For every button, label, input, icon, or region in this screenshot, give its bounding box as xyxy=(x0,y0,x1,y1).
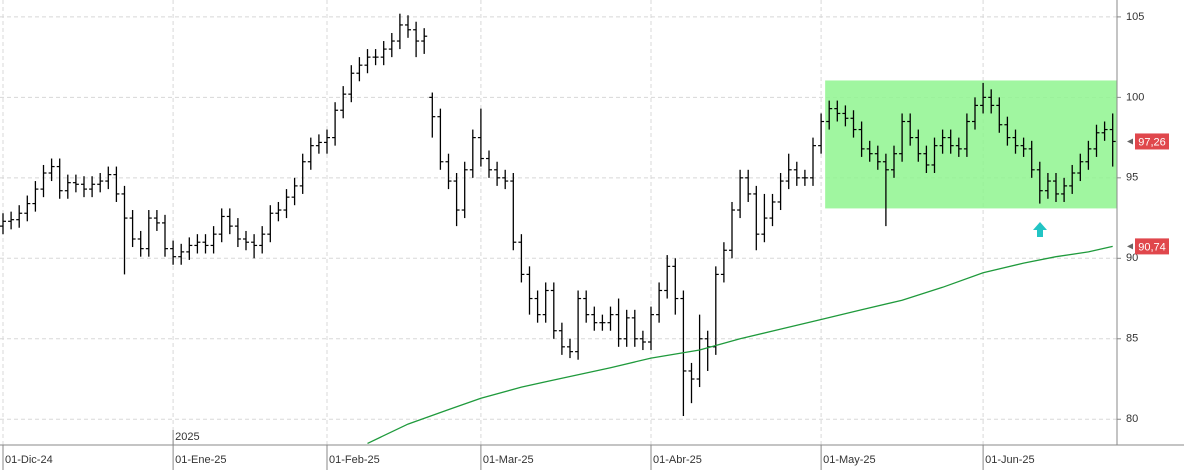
year-label: 2025 xyxy=(175,431,199,443)
x-tick-label: 01-Jun-25 xyxy=(985,454,1035,466)
moving-average-line xyxy=(367,245,1113,444)
y-tick-label: 100 xyxy=(1126,91,1144,103)
x-tick-label: 01-Abr-25 xyxy=(653,454,702,466)
price-label-box xyxy=(1135,133,1169,150)
highlight-box xyxy=(825,80,1117,209)
arrow-marker xyxy=(1033,222,1047,237)
x-tick-label: 01-Mar-25 xyxy=(483,454,534,466)
y-tick-label: 105 xyxy=(1126,11,1144,23)
y-tick-label: 80 xyxy=(1126,413,1138,425)
x-tick-label: 01-Feb-25 xyxy=(329,454,380,466)
x-tick-label: 01-Ene-25 xyxy=(175,454,226,466)
price-label-box xyxy=(1135,238,1169,255)
x-tick-label: 01-Dic-24 xyxy=(5,454,53,466)
highlight-layer xyxy=(825,80,1117,209)
y-tick-label: 95 xyxy=(1126,172,1138,184)
price-label: 90,74 xyxy=(1138,241,1166,253)
price-label-pointer xyxy=(1127,243,1133,250)
y-tick-label: 90 xyxy=(1126,252,1138,264)
y-tick-label: 85 xyxy=(1126,333,1138,345)
price-label-pointer xyxy=(1127,138,1133,145)
x-tick-label: 01-May-25 xyxy=(823,454,876,466)
bars xyxy=(0,13,1116,444)
price-label: 97,26 xyxy=(1138,136,1166,148)
